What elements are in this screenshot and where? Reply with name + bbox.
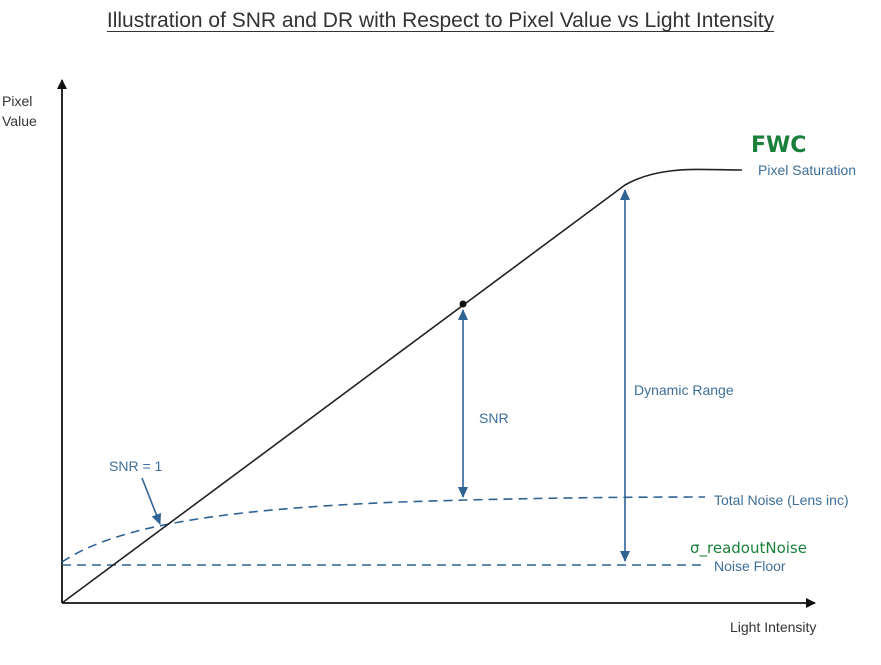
snr-label: SNR xyxy=(479,410,509,426)
total-noise-label: Total Noise (Lens inc) xyxy=(714,492,849,508)
y-axis-label-line1: Pixel xyxy=(2,93,32,109)
pixel-value-curve xyxy=(61,168,743,604)
fwc-label: FWC xyxy=(751,133,806,158)
total-noise-curve xyxy=(61,496,706,563)
snr-eq-1-label: SNR = 1 xyxy=(109,458,163,474)
x-axis-label: Light Intensity xyxy=(730,619,816,635)
noise-floor-label: Noise Floor xyxy=(714,558,786,574)
snr-point xyxy=(459,300,467,308)
snr-eq-1-pointer xyxy=(141,477,162,525)
y-axis-label-line2: Value xyxy=(2,113,37,129)
pixel-saturation-label: Pixel Saturation xyxy=(758,162,856,178)
dynamic-range-label: Dynamic Range xyxy=(634,382,734,398)
diagram-title: Illustration of SNR and DR with Respect … xyxy=(106,9,775,32)
readout-noise-label: σ_readoutNoise xyxy=(690,539,807,558)
